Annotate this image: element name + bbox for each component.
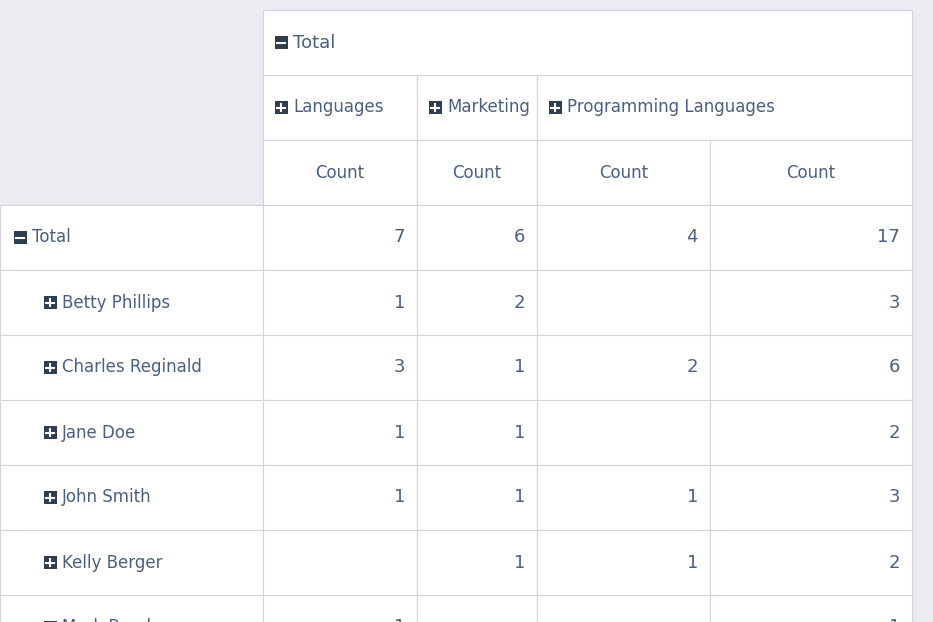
Text: 2: 2 [888,554,900,572]
Bar [710,400,912,465]
Bar [417,205,537,270]
Bar [0,75,263,140]
Bar [0,270,263,335]
Bar [263,140,417,205]
Text: 17: 17 [877,228,900,246]
Bar [263,10,912,75]
Text: 6: 6 [888,358,900,376]
Text: 2: 2 [687,358,698,376]
Text: 1: 1 [514,424,525,442]
Text: 7: 7 [394,228,405,246]
Bar [263,205,417,270]
Bar [710,595,912,622]
Bar [428,101,441,114]
Text: Languages: Languages [293,98,383,116]
Bar [417,400,537,465]
Text: 4: 4 [687,228,698,246]
Bar [0,595,263,622]
Bar [710,205,912,270]
Text: 3: 3 [394,358,405,376]
Text: John Smith: John Smith [62,488,152,506]
Bar [44,296,57,309]
Bar [13,231,26,244]
Text: 1: 1 [514,554,525,572]
Bar [537,75,912,140]
Text: Count: Count [599,164,648,182]
Bar [0,530,263,595]
Bar [0,205,263,270]
Text: 6: 6 [514,228,525,246]
Text: Count: Count [787,164,836,182]
Bar [417,140,537,205]
Bar [710,270,912,335]
Text: Marketing: Marketing [447,98,530,116]
Text: 1: 1 [514,358,525,376]
Text: Mark Brooks: Mark Brooks [62,618,165,622]
Text: Kelly Berger: Kelly Berger [62,554,162,572]
Bar [274,36,287,49]
Bar [263,75,417,140]
Bar [549,101,562,114]
Text: 3: 3 [888,488,900,506]
Bar [710,335,912,400]
Bar [263,530,417,595]
Text: Programming Languages: Programming Languages [567,98,775,116]
Bar [417,75,537,140]
Bar [537,335,710,400]
Bar [274,101,287,114]
Text: Betty Phillips: Betty Phillips [62,294,170,312]
Text: 1: 1 [394,424,405,442]
Bar [710,530,912,595]
Text: 2: 2 [513,294,525,312]
Bar [263,270,417,335]
Bar [0,465,263,530]
Bar [710,140,912,205]
Bar [44,491,57,504]
Bar [417,465,537,530]
Bar [263,335,417,400]
Text: 1: 1 [394,488,405,506]
Bar [537,205,710,270]
Text: Total: Total [293,34,335,52]
Bar [44,426,57,439]
Text: Total: Total [32,228,71,246]
Text: 3: 3 [888,294,900,312]
Bar [263,465,417,530]
Text: 1: 1 [888,618,900,622]
Bar [537,595,710,622]
Text: 2: 2 [888,424,900,442]
Bar [44,556,57,569]
Text: 1: 1 [514,488,525,506]
Bar [417,270,537,335]
Bar [417,530,537,595]
Bar [0,335,263,400]
Bar [537,530,710,595]
Text: Jane Doe: Jane Doe [62,424,136,442]
Bar [710,465,912,530]
Text: 1: 1 [394,618,405,622]
Bar [537,140,710,205]
Bar [417,335,537,400]
Text: 1: 1 [687,488,698,506]
Text: Charles Reginald: Charles Reginald [62,358,202,376]
Bar [263,595,417,622]
Bar [263,400,417,465]
Bar [0,140,263,205]
Text: 1: 1 [394,294,405,312]
Bar [0,10,263,75]
Text: Count: Count [453,164,502,182]
Bar [537,270,710,335]
Text: Count: Count [315,164,365,182]
Bar [0,400,263,465]
Bar [417,595,537,622]
Bar [44,621,57,622]
Bar [44,361,57,374]
Bar [537,400,710,465]
Text: 1: 1 [687,554,698,572]
Bar [537,465,710,530]
